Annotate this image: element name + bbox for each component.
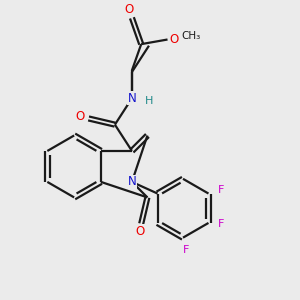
Text: CH₃: CH₃	[181, 32, 200, 41]
Text: F: F	[218, 185, 224, 195]
Text: H: H	[145, 96, 153, 106]
Text: O: O	[124, 3, 134, 16]
Text: O: O	[135, 225, 144, 238]
Text: O: O	[75, 110, 85, 123]
Text: N: N	[128, 176, 136, 188]
Text: N: N	[128, 92, 136, 105]
Text: F: F	[183, 245, 189, 255]
Text: F: F	[218, 220, 224, 230]
Text: O: O	[169, 33, 178, 46]
